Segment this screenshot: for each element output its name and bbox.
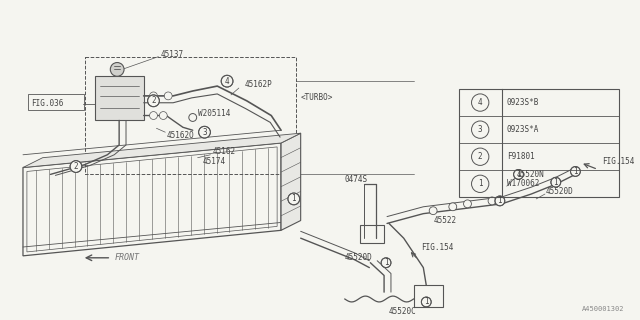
Text: FIG.154: FIG.154 [602,157,634,166]
Text: 45520N: 45520N [516,170,544,179]
Text: 1: 1 [478,179,483,188]
Text: 1: 1 [516,170,521,179]
Circle shape [429,207,437,215]
Text: 1: 1 [424,298,429,307]
Text: 1: 1 [497,196,502,205]
Text: W205114: W205114 [198,109,230,118]
Bar [413,285,443,307]
Circle shape [110,62,124,76]
Text: 45520D: 45520D [546,187,573,196]
Circle shape [70,161,82,172]
Circle shape [551,177,561,187]
Text: 45162P: 45162P [244,80,273,89]
Text: FIG.154: FIG.154 [421,244,454,252]
Polygon shape [95,76,143,120]
Circle shape [463,200,472,208]
Polygon shape [23,133,301,168]
Text: 0923S*A: 0923S*A [507,125,539,134]
Text: 45520D: 45520D [345,253,372,262]
Circle shape [164,92,172,100]
Text: 0474S: 0474S [345,175,368,184]
Text: 1: 1 [384,258,388,267]
Text: 45522: 45522 [433,216,456,225]
Circle shape [488,197,496,205]
Bar [459,89,619,197]
Text: 45520C: 45520C [389,307,417,316]
Circle shape [381,258,391,268]
Circle shape [150,112,157,119]
Circle shape [159,112,167,119]
Text: 45162O: 45162O [166,131,194,140]
Text: 0923S*B: 0923S*B [507,98,539,107]
Text: W170062: W170062 [507,179,539,188]
Circle shape [495,196,505,206]
Text: 1: 1 [291,195,296,204]
Text: 3: 3 [202,128,207,137]
Text: FRONT: FRONT [114,253,140,262]
Circle shape [288,193,300,205]
Polygon shape [281,133,301,230]
Circle shape [150,92,157,100]
Text: 2: 2 [478,152,483,161]
Circle shape [421,297,431,307]
Bar [360,225,384,243]
Circle shape [189,114,196,121]
Text: 4: 4 [478,98,483,107]
Circle shape [148,95,159,107]
Text: 45174: 45174 [202,157,226,166]
Text: 1: 1 [573,167,578,176]
Text: 2: 2 [151,96,156,105]
Text: 45137: 45137 [161,50,184,59]
Text: F91801: F91801 [507,152,534,161]
Circle shape [449,203,457,211]
Text: 45162: 45162 [212,147,236,156]
Circle shape [514,170,524,179]
Text: FIG.036: FIG.036 [31,99,63,108]
Text: <TURBO>: <TURBO> [301,93,333,102]
Text: 3: 3 [478,125,483,134]
Text: 1: 1 [554,178,558,187]
Circle shape [198,126,211,138]
Text: A450001302: A450001302 [582,306,625,312]
Circle shape [221,75,233,87]
Text: 2: 2 [74,162,78,171]
Text: 4: 4 [225,77,229,86]
Circle shape [570,166,580,176]
